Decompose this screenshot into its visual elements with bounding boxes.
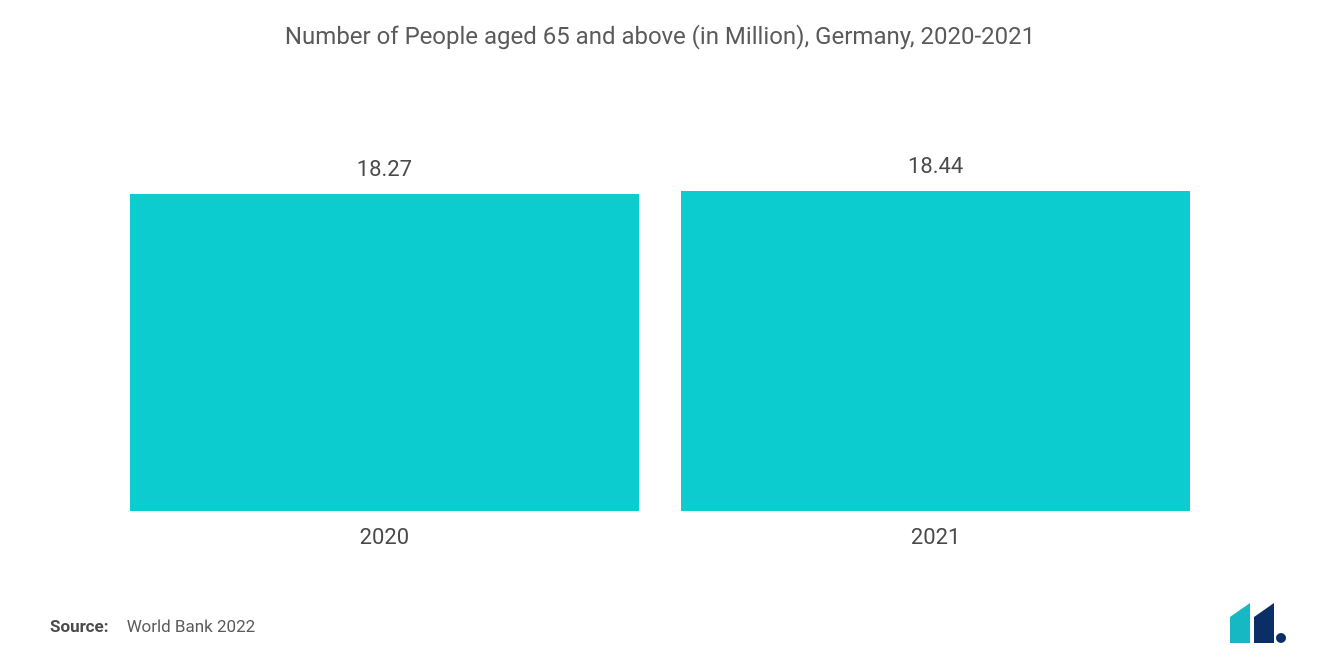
- bar-value-label: 18.44: [908, 154, 963, 179]
- brand-logo: [1230, 603, 1286, 643]
- bar-2021: [681, 191, 1190, 511]
- source-footer: Source: World Bank 2022: [50, 617, 255, 637]
- bar-group-2021: 18.44 2021: [681, 154, 1190, 550]
- chart-area: 18.27 2020 18.44 2021: [130, 160, 1190, 550]
- chart-title: Number of People aged 65 and above (in M…: [0, 0, 1320, 50]
- bar-category-label: 2020: [360, 525, 409, 550]
- bar-value-label: 18.27: [357, 157, 412, 182]
- source-text: World Bank 2022: [127, 617, 256, 637]
- bar-group-2020: 18.27 2020: [130, 157, 639, 550]
- bar-2020: [130, 194, 639, 511]
- bar-category-label: 2021: [911, 525, 960, 550]
- source-label: Source:: [50, 617, 108, 637]
